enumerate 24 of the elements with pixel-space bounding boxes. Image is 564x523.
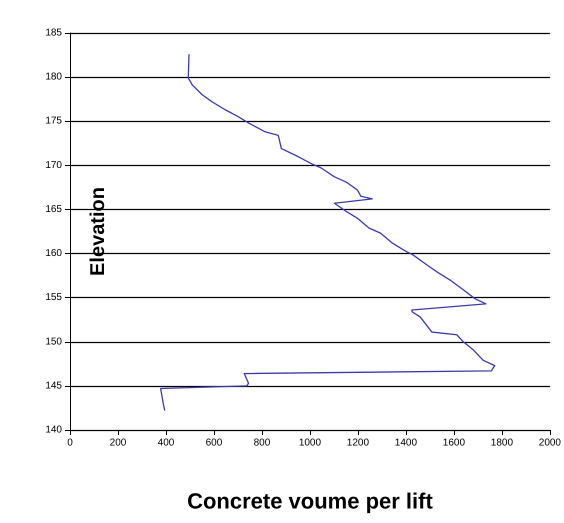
x-tick-label: 0 xyxy=(67,438,74,448)
x-tick-label: 800 xyxy=(254,438,271,448)
line-series xyxy=(160,54,496,412)
y-tick-label: 155 xyxy=(45,292,62,304)
x-tick-label: 1400 xyxy=(394,438,418,448)
x-tick-label: 1000 xyxy=(298,438,322,448)
y-axis-title: Elevation xyxy=(87,187,109,276)
y-tick-label: 165 xyxy=(45,204,62,215)
x-tick-label: 200 xyxy=(110,438,127,448)
x-tick-label: 400 xyxy=(158,438,175,448)
x-tick-label: 600 xyxy=(206,438,223,448)
y-tick-label: 145 xyxy=(45,380,62,392)
y-tick-label: 160 xyxy=(45,248,62,260)
x-tick-label: 1800 xyxy=(490,438,514,448)
y-tick-label: 175 xyxy=(45,116,62,127)
y-tick-label: 180 xyxy=(45,72,62,83)
y-tick-label: 150 xyxy=(45,336,62,348)
y-tick-label: 185 xyxy=(45,28,62,38)
y-tick-label: 170 xyxy=(45,160,62,171)
x-tick-label: 1200 xyxy=(346,438,370,448)
x-tick-label: 2000 xyxy=(538,438,562,448)
x-axis-title: Concrete voume per lift xyxy=(187,488,434,514)
x-tick-label: 1600 xyxy=(442,438,466,448)
y-tick-label: 140 xyxy=(45,424,62,436)
